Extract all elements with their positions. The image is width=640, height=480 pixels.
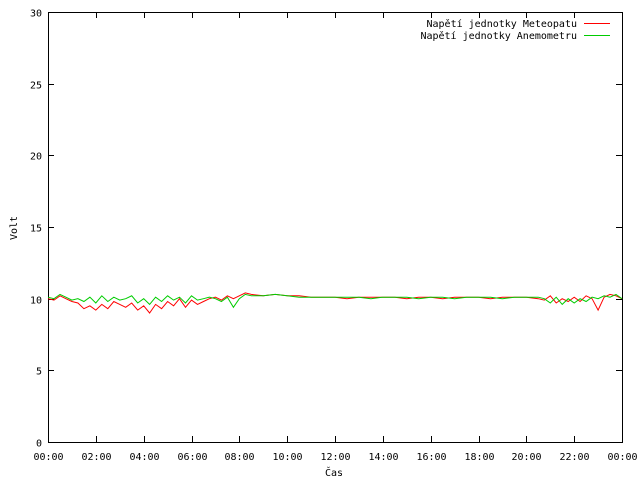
x-tick-label: 10:00 (272, 452, 302, 463)
y-tick-label: 30 (30, 9, 42, 20)
x-axis-label: Čas (325, 466, 343, 479)
x-tick-label: 22:00 (559, 452, 589, 463)
x-tick-label: 06:00 (177, 452, 207, 463)
x-tick-label: 02:00 (81, 452, 111, 463)
series-line-2 (47, 293, 623, 309)
x-tick-label: 00:00 (607, 452, 637, 463)
x-tick-label: 04:00 (129, 452, 159, 463)
x-tick-label: 08:00 (224, 452, 254, 463)
y-tick-label: 0 (36, 439, 42, 450)
y-axis-ticks: 0 5 10 15 20 25 30 (30, 9, 622, 450)
y-tick-label: 15 (30, 224, 42, 235)
x-tick-label: 14:00 (368, 452, 398, 463)
x-tick-label: 00:00 (33, 452, 63, 463)
series-lines (47, 292, 623, 314)
plot-frame (48, 12, 623, 443)
y-tick-label: 10 (30, 296, 42, 307)
series-line-1 (47, 292, 623, 314)
legend-label: Napětí jednotky Meteopatu (426, 18, 577, 30)
x-tick-label: 12:00 (320, 452, 350, 463)
x-tick-label: 20:00 (511, 452, 541, 463)
x-tick-label: 18:00 (464, 452, 494, 463)
legend-label: Napětí jednotky Anemometru (420, 30, 577, 42)
y-axis-label: Volt (9, 216, 20, 240)
x-tick-label: 16:00 (416, 452, 446, 463)
y-tick-label: 25 (30, 81, 42, 92)
y-tick-label: 5 (36, 367, 42, 378)
y-tick-label: 20 (30, 152, 42, 163)
x-axis-ticks: 00:00 02:00 04:00 06:00 08:00 10:00 12:00 14:00… (33, 12, 638, 463)
